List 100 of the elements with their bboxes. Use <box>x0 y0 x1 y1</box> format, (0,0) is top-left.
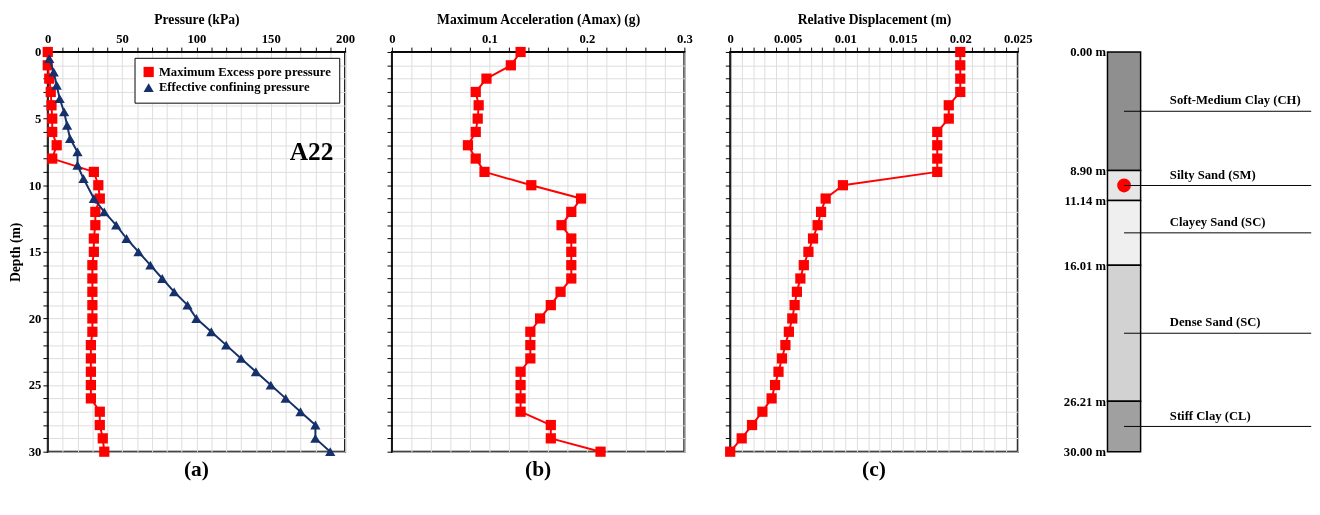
point <box>815 206 827 217</box>
point <box>157 274 168 283</box>
y-tick-label: 30 <box>28 445 42 460</box>
point <box>85 353 96 364</box>
point <box>566 246 577 257</box>
y-tick-label: 8.90 m <box>1070 163 1107 178</box>
point <box>90 206 101 217</box>
point <box>94 406 105 417</box>
point <box>780 339 791 351</box>
point <box>943 113 954 124</box>
point <box>97 433 108 444</box>
point <box>99 207 110 217</box>
point <box>470 86 481 98</box>
point <box>932 153 943 164</box>
point <box>515 393 526 404</box>
point <box>85 339 96 351</box>
y-tick-label: 30.00 m <box>1063 445 1107 460</box>
point <box>803 246 814 257</box>
x-axis-title: Maximum Acceleration (Amax) (g) <box>437 12 641 29</box>
point <box>250 367 262 377</box>
y-tick-label: 15 <box>28 245 42 260</box>
point <box>515 366 526 377</box>
point <box>757 406 768 417</box>
point <box>78 174 89 183</box>
point <box>87 260 98 271</box>
x-tick-label: 100 <box>187 31 207 46</box>
text: Soft-Medium Clay (CH) <box>1169 93 1301 108</box>
x-tick-label: 0.015 <box>888 31 918 46</box>
point <box>48 67 59 77</box>
y-tick-label: 16.01 m <box>1063 258 1107 273</box>
point <box>545 419 556 431</box>
point <box>943 100 954 111</box>
text: Clayey Sand (SC) <box>1169 215 1266 230</box>
x-tick-label: 0.02 <box>949 31 972 46</box>
text: (a) <box>183 457 209 482</box>
text: (c) <box>862 457 886 482</box>
x-tick-label: 0.025 <box>1004 31 1033 46</box>
point <box>820 193 831 204</box>
point <box>525 326 536 337</box>
legend-label: Maximum Excess pore pressure <box>158 64 332 79</box>
point <box>54 94 65 104</box>
point <box>61 120 73 130</box>
y-axis-title: Depth (m) <box>7 222 24 283</box>
point <box>42 46 53 58</box>
point <box>795 273 806 284</box>
point <box>545 300 556 311</box>
x-tick-label: 0 <box>45 31 52 46</box>
y-tick-label: 11.14 m <box>1064 193 1107 208</box>
point <box>46 100 57 111</box>
point <box>87 300 98 311</box>
point <box>736 433 747 444</box>
point <box>51 80 62 90</box>
point <box>595 446 606 457</box>
point <box>206 327 217 337</box>
text: Stiff Clay (CL) <box>1169 408 1251 423</box>
point <box>235 354 247 363</box>
x-tick-label: 50 <box>116 31 129 46</box>
point <box>94 419 105 431</box>
y-tick-label: 26.21 m <box>1063 394 1107 409</box>
point <box>566 273 577 284</box>
point <box>555 286 566 297</box>
point <box>505 60 516 71</box>
point <box>470 126 481 138</box>
point <box>515 406 526 417</box>
point <box>798 260 809 271</box>
point <box>525 339 536 351</box>
text: (b) <box>525 457 552 482</box>
point <box>64 134 76 144</box>
point <box>545 433 556 444</box>
point <box>955 46 966 58</box>
x-tick-label: 0.01 <box>834 31 857 46</box>
point <box>725 446 736 457</box>
point <box>462 140 474 151</box>
point <box>87 273 98 284</box>
point <box>566 233 577 244</box>
point <box>525 353 536 364</box>
point <box>191 314 202 323</box>
point <box>88 194 99 203</box>
point <box>473 100 484 111</box>
point <box>88 166 99 178</box>
point <box>280 393 291 403</box>
point <box>787 313 798 324</box>
x-tick-label: 150 <box>261 31 281 46</box>
point <box>746 419 758 431</box>
point <box>182 300 193 310</box>
point <box>515 379 526 391</box>
point <box>472 113 483 124</box>
point <box>955 60 966 71</box>
point <box>295 407 306 417</box>
point <box>325 447 336 457</box>
point <box>575 193 587 204</box>
point <box>515 46 526 58</box>
point <box>87 313 98 324</box>
point <box>566 260 577 271</box>
point <box>955 86 966 98</box>
point <box>556 220 567 231</box>
point <box>932 166 943 178</box>
point <box>479 166 490 178</box>
x-tick-label: 0 <box>727 31 734 46</box>
point <box>526 180 537 191</box>
